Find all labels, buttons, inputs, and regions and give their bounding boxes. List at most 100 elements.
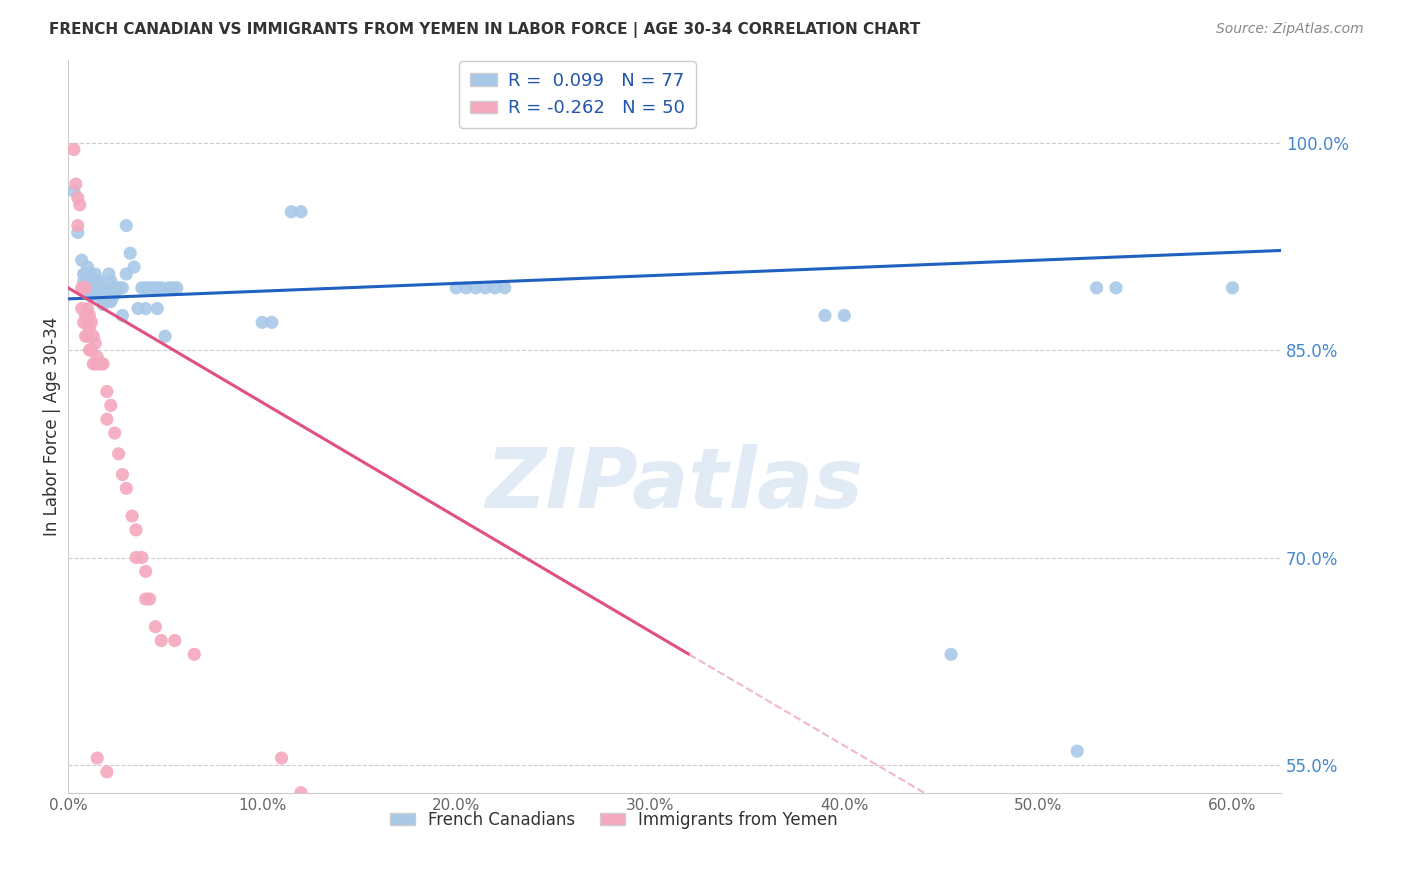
Point [70, 281, 93, 295]
Point [80, 343, 103, 357]
Point [111, 309, 134, 323]
Point [100, 274, 122, 288]
Point [82, 274, 104, 288]
Point [69, 198, 91, 212]
Point [79, 322, 101, 336]
Point [86, 274, 108, 288]
Point [107, 447, 129, 461]
Point [145, 620, 167, 634]
Y-axis label: In Labor Force | Age 30-34: In Labor Force | Age 30-34 [44, 317, 60, 536]
Point [270, 751, 292, 765]
Point [120, 246, 142, 260]
Point [100, 398, 122, 412]
Point [96, 281, 118, 295]
Point [84, 281, 107, 295]
Point [75, 329, 97, 343]
Point [153, 329, 176, 343]
Point [76, 274, 98, 288]
Point [125, 550, 148, 565]
Point [80, 315, 103, 329]
Point [76, 329, 98, 343]
Point [76, 260, 98, 274]
Point [84, 267, 107, 281]
Point [111, 467, 134, 482]
Point [122, 260, 145, 274]
Point [91, 281, 114, 295]
Point [86, 287, 108, 301]
Point [138, 281, 160, 295]
Point [150, 281, 173, 295]
Point [1085, 281, 1108, 295]
Point [70, 253, 93, 268]
Point [79, 309, 101, 323]
Point [90, 357, 112, 371]
Point [84, 336, 107, 351]
Point [80, 274, 103, 288]
Point [131, 281, 153, 295]
Point [135, 592, 157, 607]
Point [72, 315, 94, 329]
Point [939, 648, 962, 662]
Point [142, 281, 165, 295]
Point [146, 301, 169, 316]
Point [135, 301, 157, 316]
Point [89, 284, 111, 298]
Point [63, 184, 86, 198]
Point [96, 764, 118, 779]
Point [72, 281, 94, 295]
Point [84, 357, 107, 371]
Point [290, 786, 312, 800]
Point [100, 294, 122, 309]
Point [115, 267, 138, 281]
Point [121, 509, 143, 524]
Point [89, 357, 111, 371]
Point [75, 281, 97, 295]
Point [82, 329, 104, 343]
Point [79, 343, 101, 357]
Point [115, 219, 138, 233]
Point [454, 281, 477, 295]
Point [1066, 744, 1088, 758]
Point [146, 281, 169, 295]
Point [115, 481, 138, 495]
Point [94, 281, 117, 295]
Text: Source: ZipAtlas.com: Source: ZipAtlas.com [1216, 22, 1364, 37]
Point [125, 523, 148, 537]
Point [105, 284, 128, 298]
Point [250, 315, 273, 329]
Point [163, 633, 186, 648]
Point [76, 315, 98, 329]
Point [131, 550, 153, 565]
Point [166, 281, 188, 295]
Point [494, 281, 516, 295]
Point [66, 191, 89, 205]
Point [104, 425, 127, 440]
Point [484, 281, 506, 295]
Point [72, 274, 94, 288]
Point [75, 267, 97, 281]
Point [82, 287, 104, 301]
Point [150, 633, 173, 648]
Point [97, 287, 120, 301]
Point [97, 267, 120, 281]
Point [79, 287, 101, 301]
Point [107, 281, 129, 295]
Point [834, 309, 856, 323]
Point [125, 855, 148, 869]
Point [90, 291, 112, 305]
Point [1222, 281, 1244, 295]
Point [135, 565, 157, 579]
Point [814, 309, 837, 323]
Point [70, 301, 93, 316]
Point [280, 204, 302, 219]
Point [260, 315, 283, 329]
Point [66, 219, 89, 233]
Point [79, 267, 101, 281]
Point [138, 592, 160, 607]
Point [100, 284, 122, 298]
Point [89, 274, 111, 288]
Point [162, 281, 184, 295]
Point [111, 281, 134, 295]
Point [76, 301, 98, 316]
Point [96, 412, 118, 426]
